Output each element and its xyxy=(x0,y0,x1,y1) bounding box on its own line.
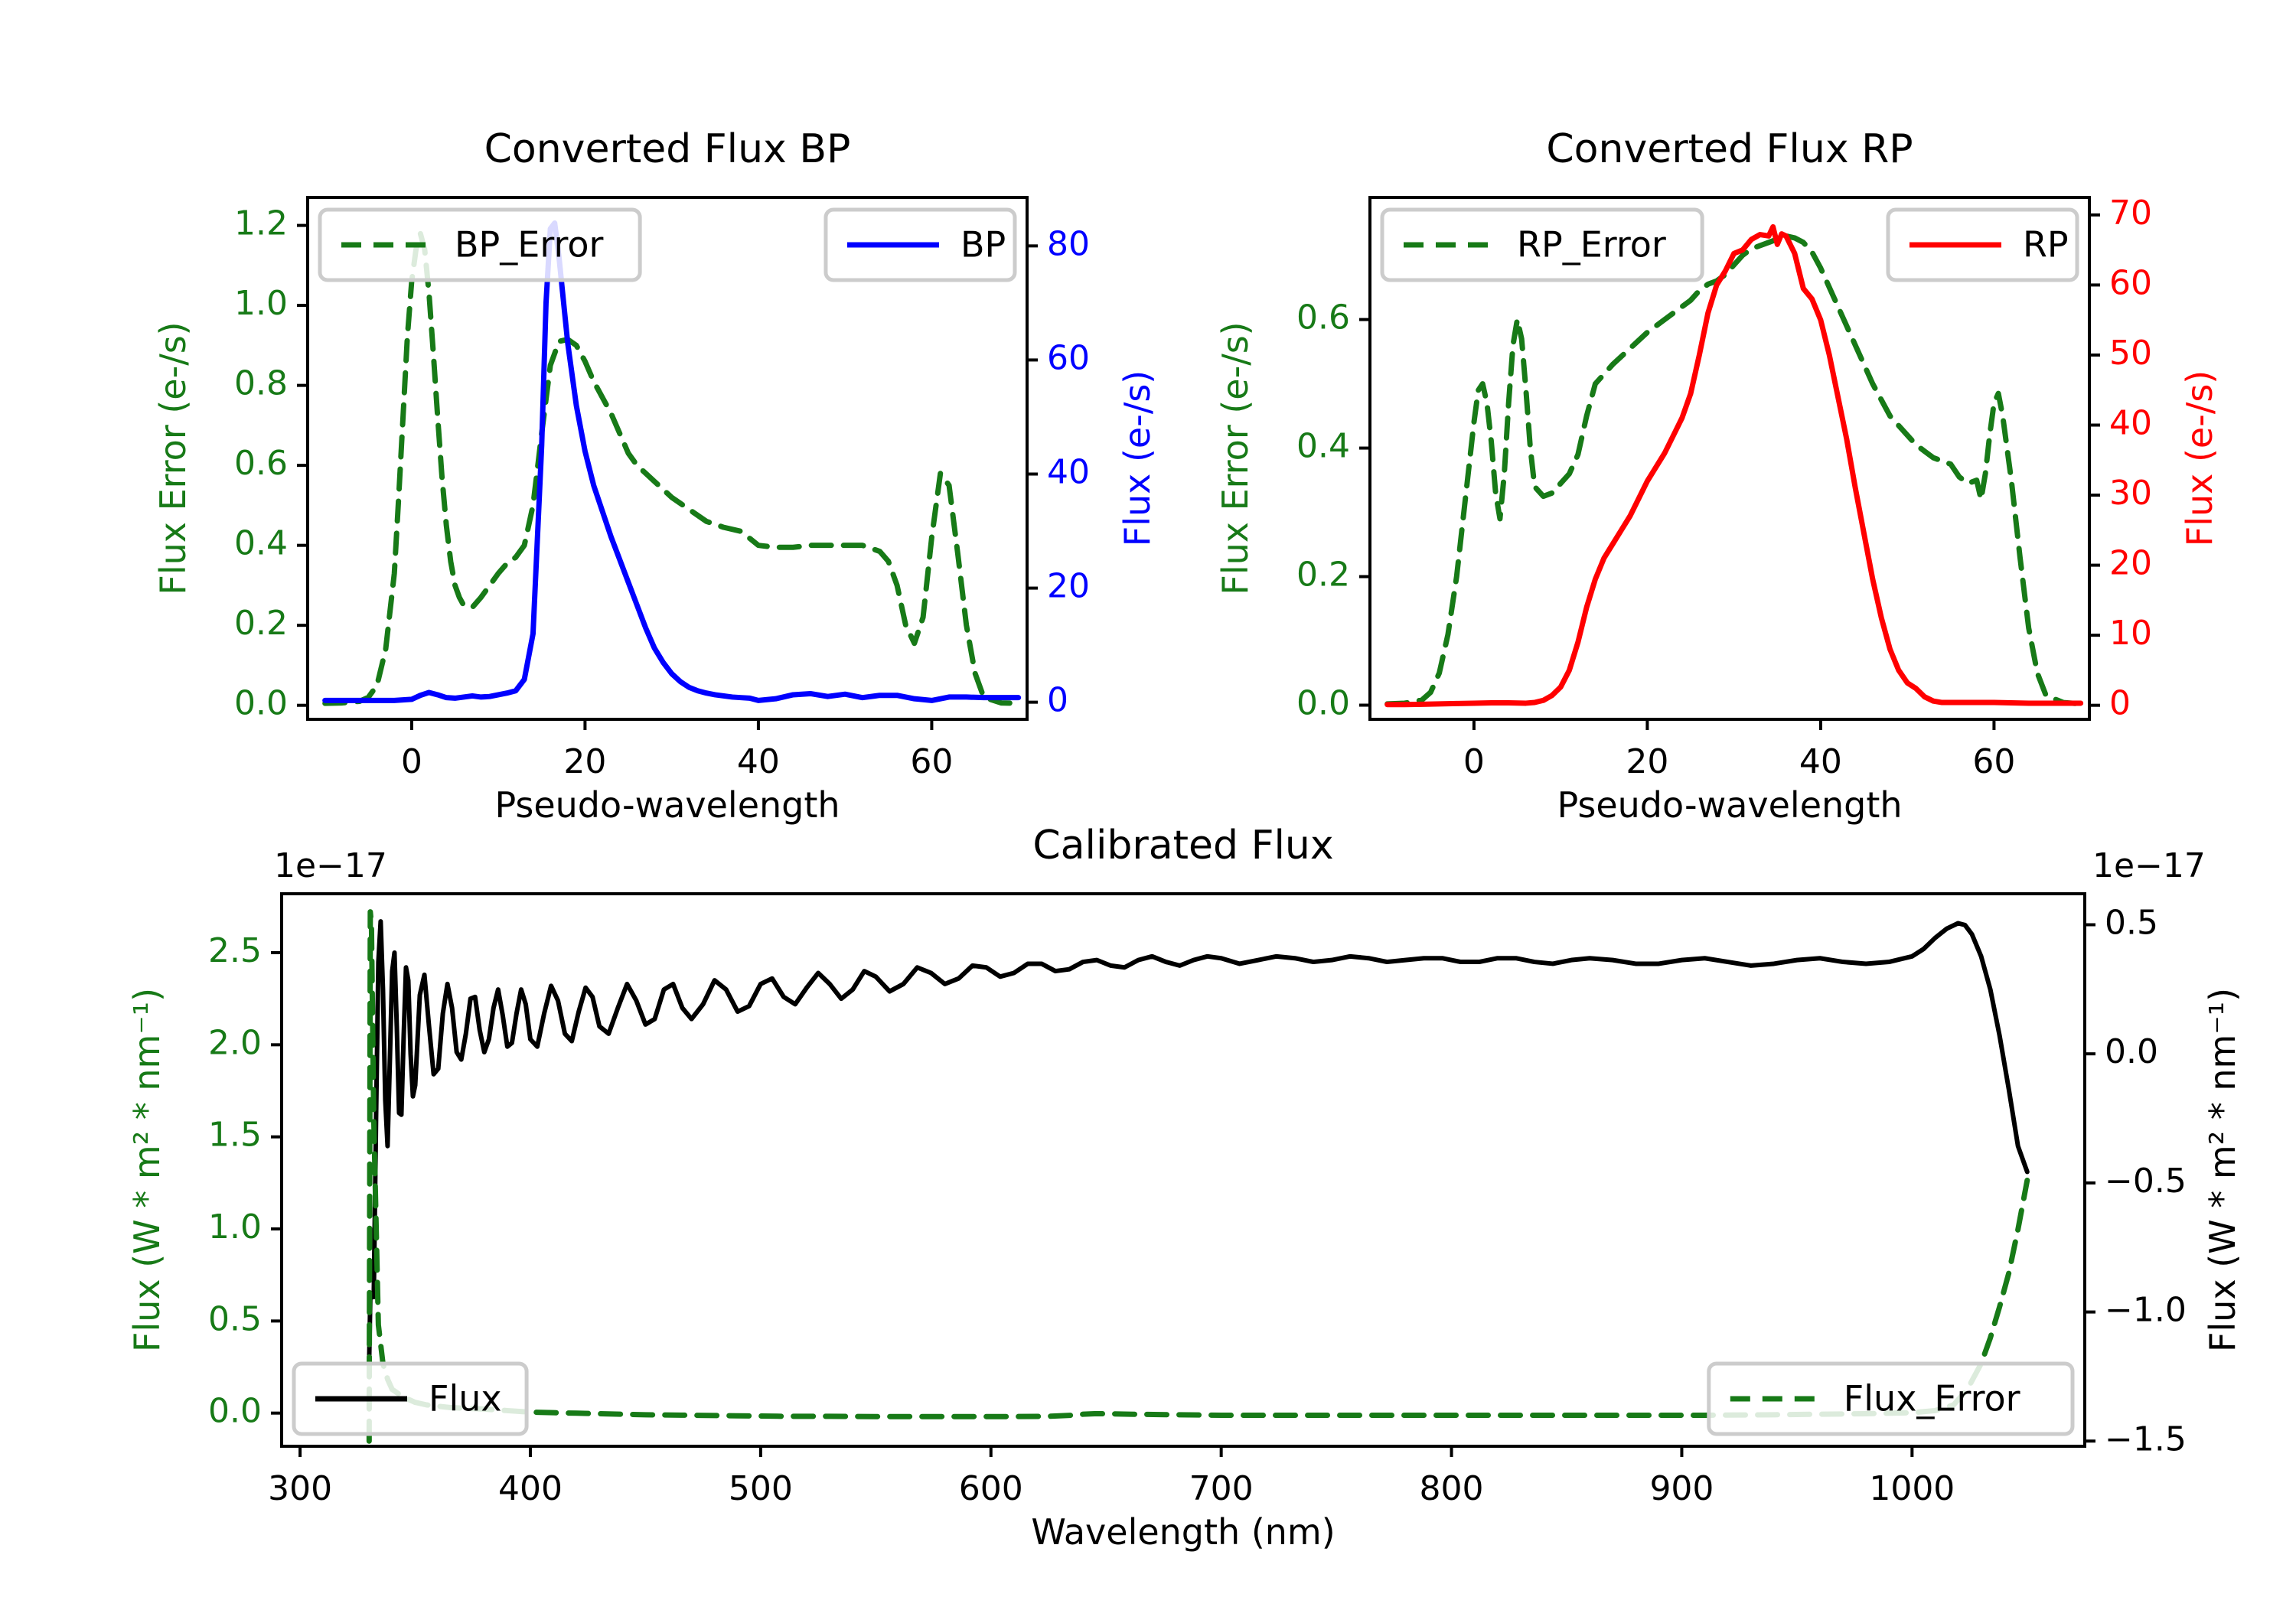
ytick-left-label: 0.0 xyxy=(1296,684,1350,723)
xtick-label: 900 xyxy=(1649,1469,1714,1508)
ytick-left-label: 0.4 xyxy=(1296,427,1350,466)
legend-box xyxy=(1380,207,1704,282)
legend-label-RP: RP xyxy=(2023,224,2069,266)
xtick-label: 0 xyxy=(401,742,422,781)
yaxis-offset-right: 1e−17 xyxy=(2092,846,2206,885)
ytick-right-label: 10 xyxy=(2109,614,2152,653)
xaxis-label-converted-flux-rp: Pseudo-wavelength xyxy=(1557,784,1902,826)
panel-title-converted-flux-rp: Converted Flux RP xyxy=(1546,126,1913,172)
legend-BP[interactable]: BP xyxy=(823,207,1017,282)
ytick-right-label: −1.0 xyxy=(2105,1291,2187,1330)
ytick-right-label: 30 xyxy=(2109,474,2152,513)
yaxis-label-right-converted-flux-bp: Flux (e-/s) xyxy=(1117,370,1158,547)
ytick-right-label: 80 xyxy=(1047,224,1090,263)
ytick-right-label: 0 xyxy=(1047,681,1068,720)
ytick-left-label: 0.2 xyxy=(1296,556,1350,595)
ytick-left-label: 0.5 xyxy=(208,1299,262,1338)
xaxis-label-converted-flux-bp: Pseudo-wavelength xyxy=(494,784,840,826)
ytick-left-label: 0.2 xyxy=(234,604,288,643)
legend-box xyxy=(318,207,642,282)
xtick-label: 20 xyxy=(563,742,606,781)
xaxis-label-calibrated-flux: Wavelength (nm) xyxy=(1031,1511,1335,1553)
xtick-label: 500 xyxy=(729,1469,793,1508)
yaxis-label-right-calibrated-flux: Flux (W * m² * nm⁻¹) xyxy=(2202,988,2243,1352)
ytick-right-label: 0.0 xyxy=(2105,1032,2158,1071)
xtick-label: 0 xyxy=(1463,742,1485,781)
ytick-right-label: 60 xyxy=(1047,338,1090,377)
legend-label-Flux_Error: Flux_Error xyxy=(1844,1378,2020,1419)
axes-frame-converted-flux-bp xyxy=(306,196,1029,721)
ytick-left-label: 1.0 xyxy=(208,1208,262,1247)
xtick-label: 600 xyxy=(959,1469,1023,1508)
ytick-right-label: 20 xyxy=(1047,567,1090,606)
legend-label-Flux: Flux xyxy=(429,1378,502,1419)
ytick-left-label: 1.2 xyxy=(234,204,288,243)
legend-Flux_Error[interactable]: Flux_Error xyxy=(1707,1361,2075,1436)
panel-title-converted-flux-bp: Converted Flux BP xyxy=(484,126,851,172)
xtick-label: 40 xyxy=(1799,742,1842,781)
legend-label-BP: BP xyxy=(960,224,1006,266)
axes-frame-converted-flux-rp xyxy=(1368,196,2091,721)
ytick-left-label: 0.6 xyxy=(234,444,288,483)
ytick-left-label: 2.5 xyxy=(208,931,262,970)
panel-title-calibrated-flux: Calibrated Flux xyxy=(1032,823,1333,869)
yaxis-label-left-converted-flux-bp: Flux Error (e-/s) xyxy=(152,321,194,595)
xtick-label: 400 xyxy=(498,1469,563,1508)
axes-frame-calibrated-flux xyxy=(280,892,2086,1448)
series-RP xyxy=(1384,223,2084,708)
yaxis-label-left-converted-flux-rp: Flux Error (e-/s) xyxy=(1215,321,1256,595)
xtick-label: 40 xyxy=(737,742,780,781)
legend-label-BP_Error: BP_Error xyxy=(455,224,604,266)
series-Flux xyxy=(367,919,2030,1364)
ytick-right-label: 40 xyxy=(1047,452,1090,491)
ytick-left-label: 0.0 xyxy=(234,684,288,723)
ytick-right-label: −0.5 xyxy=(2105,1162,2187,1201)
ytick-left-label: 0.8 xyxy=(234,364,288,403)
ytick-right-label: 0 xyxy=(2109,684,2131,723)
xtick-label: 800 xyxy=(1420,1469,1484,1508)
ytick-left-label: 1.0 xyxy=(234,284,288,323)
ytick-left-label: 0.4 xyxy=(234,524,288,563)
series-BP xyxy=(322,220,1022,703)
yaxis-label-right-converted-flux-rp: Flux (e-/s) xyxy=(2179,370,2220,547)
legend-BP_Error[interactable]: BP_Error xyxy=(318,207,642,282)
panel-converted-flux-rp: Converted Flux RP 0 20 40 60 Pseudo-wavelengt… xyxy=(1215,126,2220,826)
ytick-left-label: 1.5 xyxy=(208,1116,262,1155)
ytick-left-label: 0.0 xyxy=(208,1392,262,1431)
ytick-left-label: 0.6 xyxy=(1296,298,1350,337)
legend-box xyxy=(292,1361,529,1436)
series-BP_Error xyxy=(322,230,1022,706)
ytick-right-label: 70 xyxy=(2109,194,2152,233)
xtick-label: 300 xyxy=(268,1469,332,1508)
panel-calibrated-flux: Calibrated Flux 300 400 500 600 700 800 900 1000… xyxy=(126,823,2243,1553)
xtick-label: 60 xyxy=(910,742,953,781)
legend-RP_Error[interactable]: RP_Error xyxy=(1380,207,1704,282)
ytick-right-label: 0.5 xyxy=(2105,903,2158,942)
ytick-right-label: 40 xyxy=(2109,404,2152,443)
ytick-right-label: −1.5 xyxy=(2105,1419,2187,1458)
xtick-label: 60 xyxy=(1972,742,2015,781)
panel-converted-flux-bp: Converted Flux BP 0 20 40 60 Pseudo-wavelengt… xyxy=(152,126,1158,826)
yaxis-label-left-calibrated-flux: Flux (W * m² * nm⁻¹) xyxy=(126,988,168,1352)
ytick-right-label: 60 xyxy=(2109,263,2152,302)
legend-box xyxy=(1707,1361,2075,1436)
series-RP_Error xyxy=(1384,233,2084,707)
legend-Flux[interactable]: Flux xyxy=(292,1361,529,1436)
yaxis-offset-left: 1e−17 xyxy=(274,846,387,885)
ytick-right-label: 50 xyxy=(2109,334,2152,373)
ytick-right-label: 20 xyxy=(2109,544,2152,583)
legend-RP[interactable]: RP xyxy=(1886,207,2079,282)
ytick-left-label: 2.0 xyxy=(208,1023,262,1062)
legend-label-RP_Error: RP_Error xyxy=(1517,224,1666,266)
xtick-label: 20 xyxy=(1626,742,1668,781)
xtick-label: 700 xyxy=(1189,1469,1254,1508)
xtick-label: 1000 xyxy=(1869,1469,1955,1508)
